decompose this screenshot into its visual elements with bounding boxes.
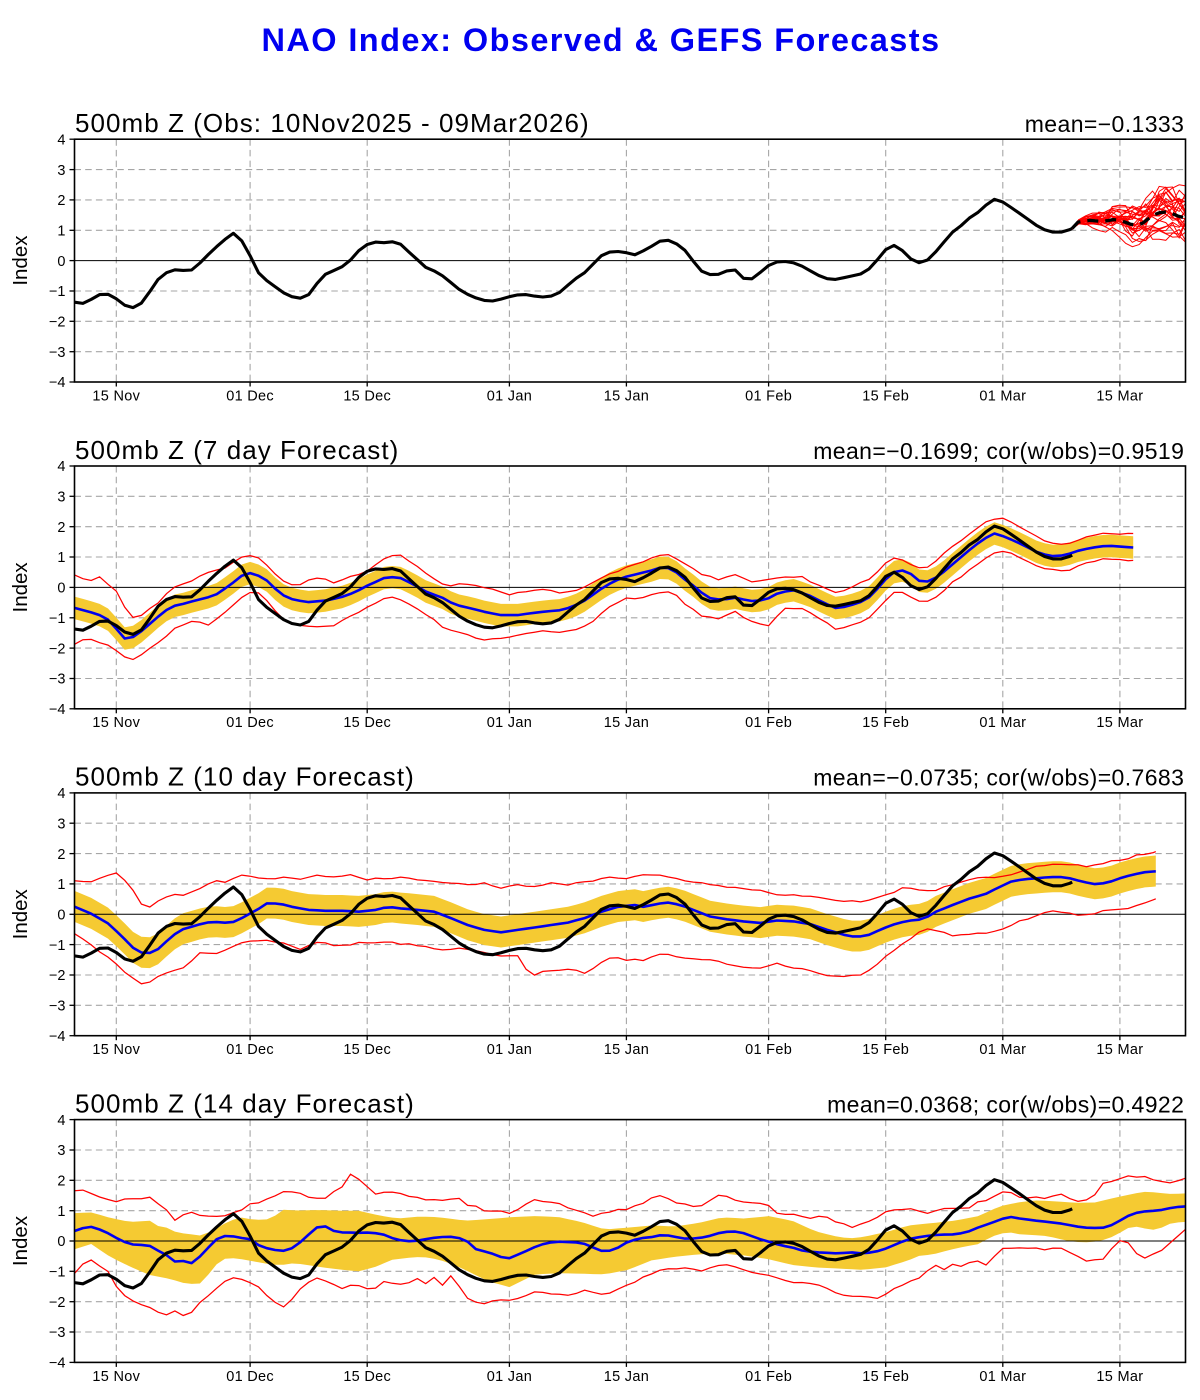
svg-text:15 Dec: 15 Dec — [343, 715, 391, 731]
svg-text:−4: −4 — [49, 1356, 66, 1372]
svg-text:15 Feb: 15 Feb — [862, 1042, 909, 1058]
svg-text:4: 4 — [57, 786, 65, 802]
svg-text:Index: Index — [9, 562, 32, 613]
svg-text:−2: −2 — [49, 641, 66, 657]
svg-text:15 Nov: 15 Nov — [92, 1369, 140, 1385]
svg-text:−4: −4 — [49, 375, 66, 391]
svg-text:mean=0.0368; cor(w/obs)=0.4922: mean=0.0368; cor(w/obs)=0.4922 — [827, 1091, 1184, 1117]
svg-text:1: 1 — [57, 1204, 65, 1220]
svg-text:01 Feb: 01 Feb — [745, 1369, 792, 1385]
svg-text:15 Feb: 15 Feb — [862, 1369, 909, 1385]
svg-text:15 Nov: 15 Nov — [92, 1042, 140, 1058]
svg-text:−3: −3 — [49, 672, 66, 688]
svg-text:−2: −2 — [49, 968, 66, 984]
svg-text:mean=−0.1333: mean=−0.1333 — [1025, 111, 1185, 137]
svg-text:15 Jan: 15 Jan — [604, 715, 649, 731]
svg-text:15 Nov: 15 Nov — [92, 715, 140, 731]
svg-text:01 Mar: 01 Mar — [979, 715, 1026, 731]
svg-text:−3: −3 — [49, 345, 66, 361]
svg-text:15 Nov: 15 Nov — [92, 388, 140, 404]
svg-text:−2: −2 — [49, 315, 66, 331]
svg-text:15 Feb: 15 Feb — [862, 388, 909, 404]
svg-text:15 Mar: 15 Mar — [1096, 388, 1143, 404]
svg-text:01 Dec: 01 Dec — [226, 388, 274, 404]
svg-text:500mb Z (Obs: 10Nov2025 - 09Ma: 500mb Z (Obs: 10Nov2025 - 09Mar2026) — [75, 108, 590, 138]
svg-text:01 Jan: 01 Jan — [487, 1369, 532, 1385]
svg-text:Index: Index — [9, 888, 32, 939]
svg-text:15 Jan: 15 Jan — [604, 1369, 649, 1385]
svg-text:15 Jan: 15 Jan — [604, 388, 649, 404]
svg-text:15 Feb: 15 Feb — [862, 715, 909, 731]
svg-text:01 Dec: 01 Dec — [226, 1369, 274, 1385]
svg-text:Index: Index — [9, 1215, 32, 1266]
svg-text:0: 0 — [57, 908, 65, 924]
svg-text:−1: −1 — [49, 938, 66, 954]
svg-text:1: 1 — [57, 550, 65, 566]
svg-text:0: 0 — [57, 1234, 65, 1250]
svg-text:3: 3 — [57, 490, 65, 506]
svg-text:−1: −1 — [49, 611, 66, 627]
svg-text:500mb Z (10 day Forecast): 500mb Z (10 day Forecast) — [75, 762, 415, 792]
svg-text:4: 4 — [57, 459, 65, 475]
svg-text:3: 3 — [57, 1143, 65, 1159]
svg-text:−1: −1 — [49, 284, 66, 300]
svg-text:01 Dec: 01 Dec — [226, 1042, 274, 1058]
svg-text:01 Feb: 01 Feb — [745, 388, 792, 404]
svg-text:01 Dec: 01 Dec — [226, 715, 274, 731]
svg-text:15 Dec: 15 Dec — [343, 1369, 391, 1385]
svg-text:01 Jan: 01 Jan — [487, 715, 532, 731]
svg-text:2: 2 — [57, 1174, 65, 1190]
svg-text:15 Dec: 15 Dec — [343, 388, 391, 404]
svg-text:01 Jan: 01 Jan — [487, 388, 532, 404]
svg-text:4: 4 — [57, 132, 65, 148]
svg-text:2: 2 — [57, 847, 65, 863]
svg-text:2: 2 — [57, 193, 65, 209]
svg-text:15 Dec: 15 Dec — [343, 1042, 391, 1058]
svg-text:mean=−0.0735; cor(w/obs)=0.768: mean=−0.0735; cor(w/obs)=0.7683 — [813, 765, 1184, 791]
svg-text:NAO Index: Observed & GEFS For: NAO Index: Observed & GEFS Forecasts — [262, 22, 941, 58]
svg-text:3: 3 — [57, 817, 65, 833]
svg-text:0: 0 — [57, 254, 65, 270]
svg-text:01 Feb: 01 Feb — [745, 715, 792, 731]
svg-text:01 Mar: 01 Mar — [979, 1042, 1026, 1058]
svg-text:−3: −3 — [49, 999, 66, 1015]
svg-text:01 Jan: 01 Jan — [487, 1042, 532, 1058]
svg-text:−1: −1 — [49, 1265, 66, 1281]
svg-text:−2: −2 — [49, 1295, 66, 1311]
svg-text:1: 1 — [57, 224, 65, 240]
svg-text:1: 1 — [57, 877, 65, 893]
svg-text:15 Jan: 15 Jan — [604, 1042, 649, 1058]
svg-text:15 Mar: 15 Mar — [1096, 1042, 1143, 1058]
svg-text:mean=−0.1699; cor(w/obs)=0.951: mean=−0.1699; cor(w/obs)=0.9519 — [813, 438, 1184, 464]
svg-text:2: 2 — [57, 520, 65, 536]
svg-text:−3: −3 — [49, 1325, 66, 1341]
svg-text:01 Mar: 01 Mar — [979, 388, 1026, 404]
svg-text:−4: −4 — [49, 702, 66, 718]
svg-text:0: 0 — [57, 581, 65, 597]
svg-text:01 Mar: 01 Mar — [979, 1369, 1026, 1385]
svg-text:Index: Index — [9, 235, 32, 286]
svg-text:15 Mar: 15 Mar — [1096, 715, 1143, 731]
svg-text:500mb Z (7 day Forecast): 500mb Z (7 day Forecast) — [75, 435, 399, 465]
svg-text:500mb Z (14 day Forecast): 500mb Z (14 day Forecast) — [75, 1088, 415, 1118]
svg-text:15 Mar: 15 Mar — [1096, 1369, 1143, 1385]
svg-text:4: 4 — [57, 1113, 65, 1129]
svg-text:01 Feb: 01 Feb — [745, 1042, 792, 1058]
svg-text:−4: −4 — [49, 1029, 66, 1045]
svg-text:3: 3 — [57, 163, 65, 179]
